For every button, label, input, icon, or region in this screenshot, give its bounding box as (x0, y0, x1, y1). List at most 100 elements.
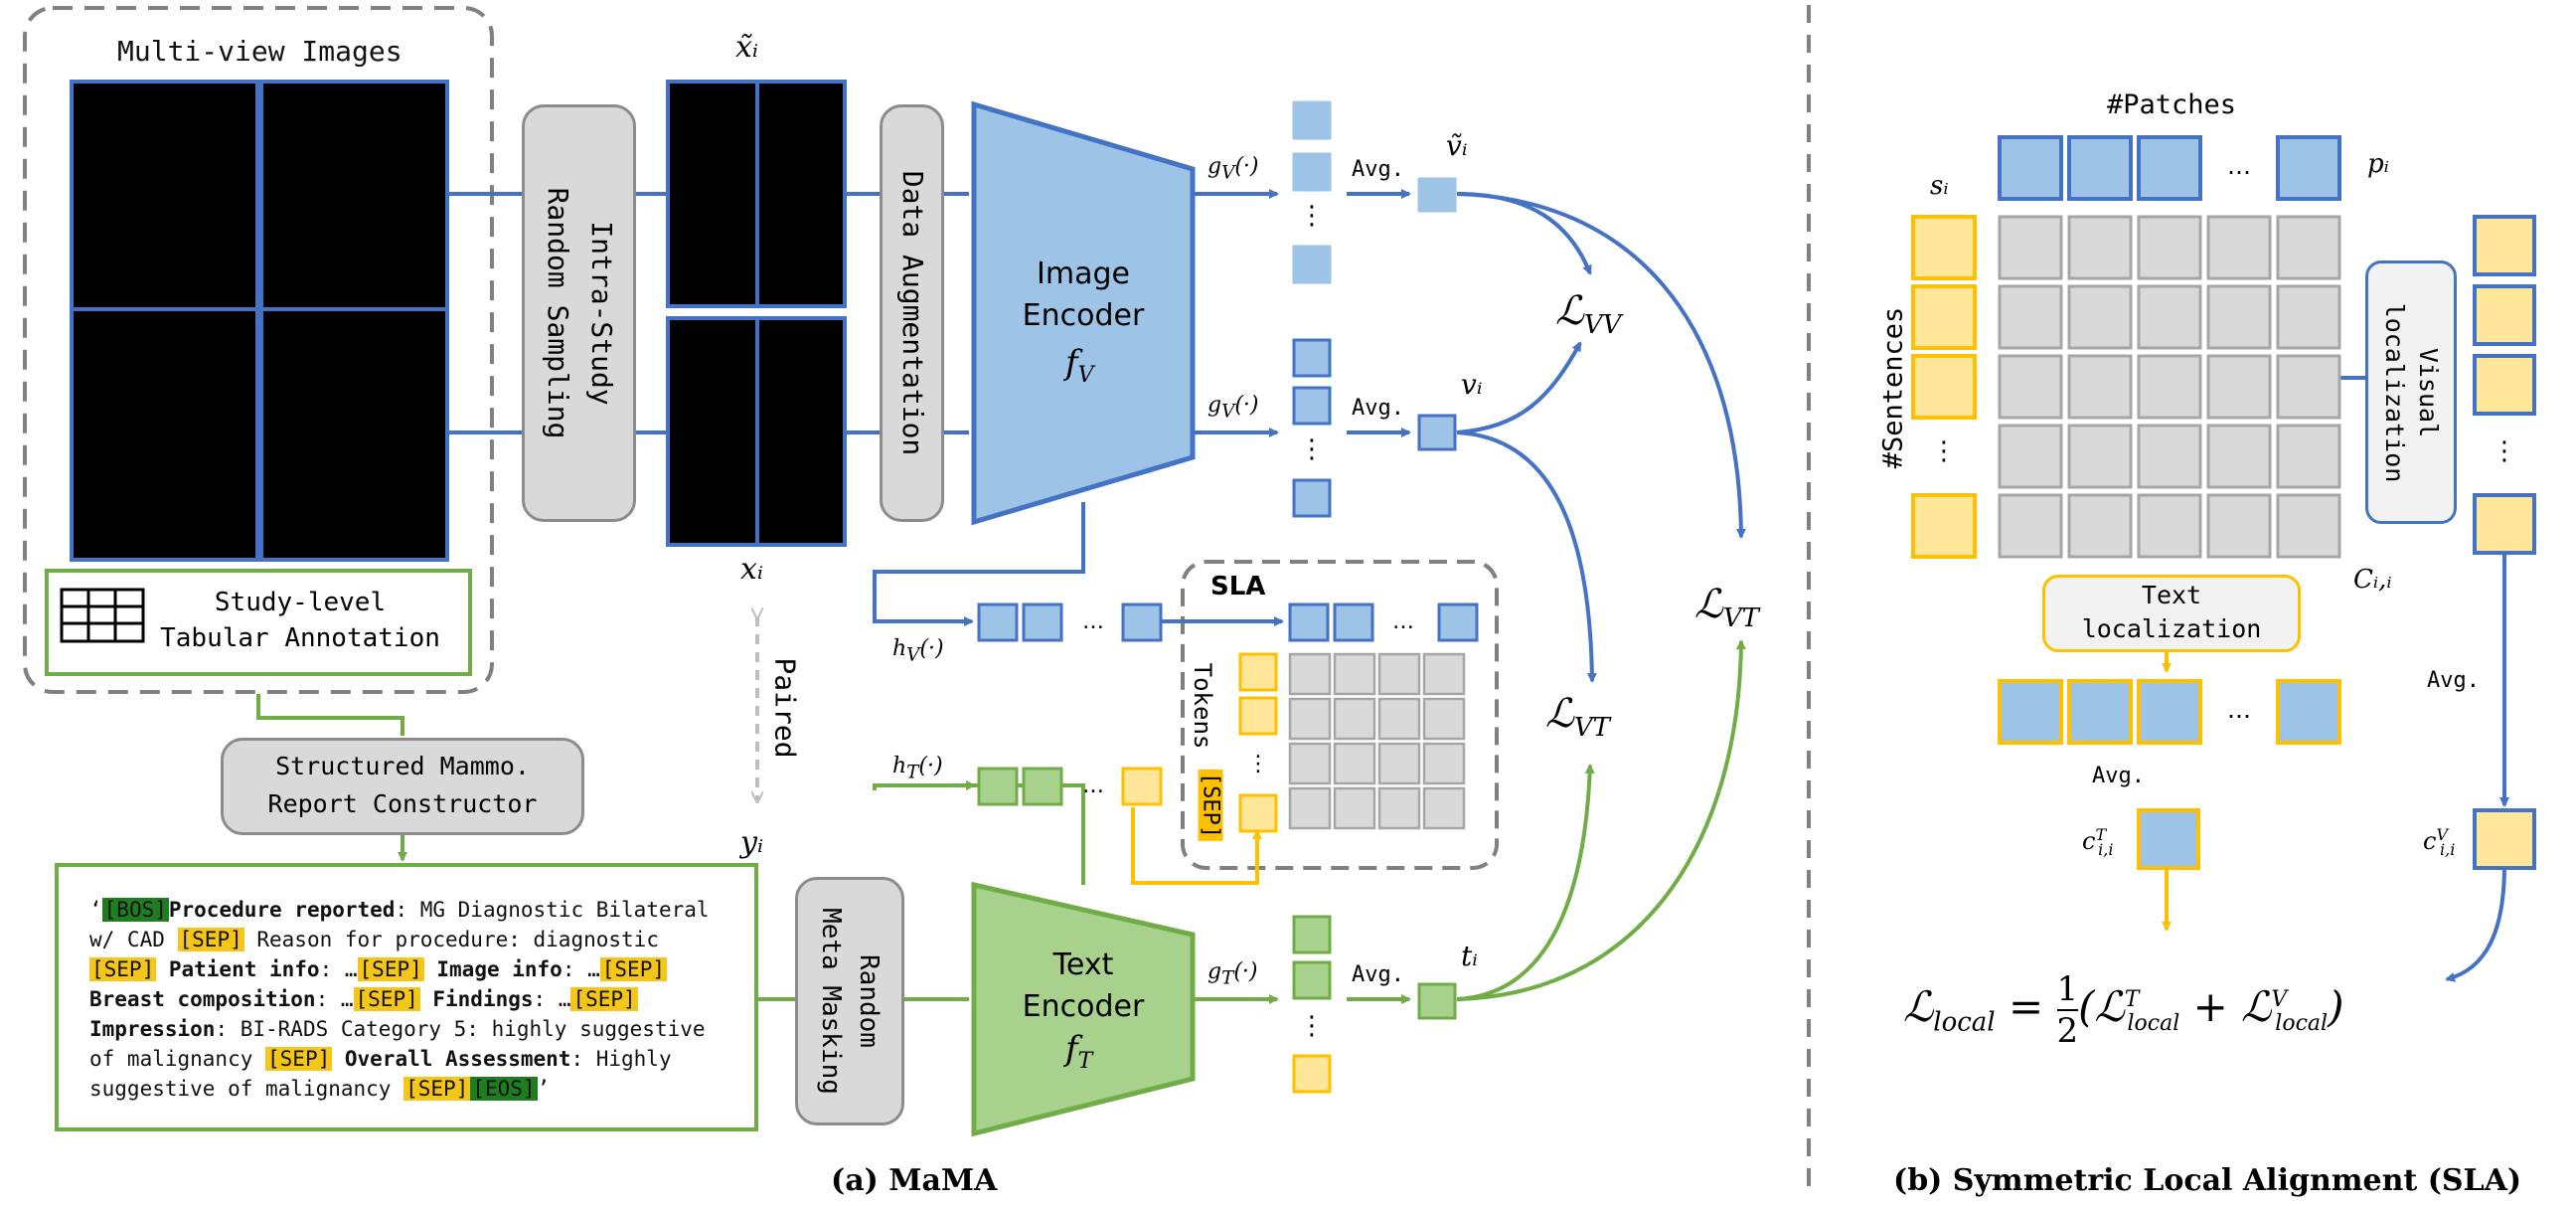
sla-patch-token (1288, 603, 1330, 642)
loss-vv: ℒVV (1555, 288, 1622, 340)
meta-masking-block: Random Meta Masking (795, 877, 904, 1125)
mammogram-lcc (74, 84, 259, 307)
sla-label: SLA (1210, 572, 1266, 602)
report-segment: : Highly (570, 1047, 672, 1071)
grid-divider-h (74, 307, 445, 311)
intra-study-sampling-label: Intra-Study Random Sampling (541, 187, 618, 439)
report-segment: [SEP] (265, 1047, 333, 1071)
sla-grid-cell (1422, 697, 1466, 741)
report-segment: [SEP] (353, 987, 420, 1011)
localized-token (2473, 493, 2536, 555)
report-segment: [SEP] (403, 1077, 471, 1101)
data-augmentation-block: Data Augmentation (880, 104, 944, 522)
sla-similarity-grid (1288, 652, 1466, 830)
avg-label-2: Avg. (1352, 396, 1404, 421)
report-segment: : MG Diagnostic Bilateral (395, 898, 710, 922)
grid-cell (2137, 284, 2202, 350)
report-segment: : … (533, 987, 571, 1011)
ellipsis: … (2227, 696, 2251, 724)
image-encoder-shape (971, 100, 1196, 526)
hv-label: hV(·) (892, 636, 944, 666)
grid-divider-v (255, 84, 263, 558)
structured-report-box (55, 863, 758, 1131)
sla-grid-cell (1377, 697, 1421, 741)
ellipsis: … (2227, 152, 2251, 180)
tokens-label: Tokens (1189, 662, 1216, 750)
grid-cell (2276, 424, 2341, 489)
sampled-image-2-left (670, 320, 755, 543)
local-loss-formula: ℒlocal = 1 2 (ℒTlocal + ℒVlocal) (1903, 969, 2344, 1051)
image-encoder-label: Image Encoder (1022, 257, 1145, 333)
report-segment: Procedure reported (168, 898, 396, 922)
t-label: tᵢ (1461, 940, 1478, 972)
report-segment: Impression (89, 1017, 216, 1041)
grid-cell (2067, 424, 2133, 489)
text-localization-block (2042, 575, 2301, 652)
t-token (1417, 982, 1457, 1020)
report-segment: Findings (419, 987, 534, 1011)
vdots: ⋮ (2492, 436, 2517, 466)
sentence-token (1911, 284, 1977, 350)
text-encoder-symbol: fT (1065, 1029, 1093, 1074)
report-segment: Patient info (156, 957, 320, 981)
sla-text-token (1238, 652, 1278, 692)
report-line: ‘[BOS]Procedure reported: MG Diagnostic … (89, 895, 710, 925)
ht-label: hT(·) (892, 754, 943, 783)
p-label: pᵢ (2367, 149, 2389, 179)
vdots: ⋮ (1931, 436, 1957, 466)
avg-right-label: Avg. (2427, 668, 2480, 693)
patch-token (2137, 135, 2202, 201)
v-tilde-label: ṽᵢ (1446, 129, 1468, 162)
visual-localization-label: Visual localization (2380, 302, 2443, 482)
patches-label: #Patches (2107, 89, 2237, 120)
report-line: [SEP] Patient info: …[SEP] Image info: …… (89, 954, 710, 984)
local-token-squares: … ⋮ ⋮ … (1911, 135, 2536, 870)
sampled-image-2-right (759, 320, 843, 543)
sla-grid-cell (1377, 786, 1421, 830)
proj-token (1292, 100, 1332, 140)
sampled-image-2 (666, 316, 847, 547)
sampled-image-1-right (759, 84, 843, 304)
sampled-image-2-divider (755, 320, 759, 543)
sla-grid-cell (1422, 652, 1466, 696)
token-squares: ⋮ ⋮ … … … ⋮ ⋮ (977, 100, 1479, 1094)
vdots: ⋮ (1247, 752, 1269, 776)
meta-masking-label: Random Meta Masking (816, 908, 884, 1095)
sla-grid-cell (1422, 786, 1466, 830)
ct-token (2137, 808, 2200, 870)
image-encoder-symbol: fV (1065, 343, 1094, 388)
report-segment: suggestive of malignancy (89, 1077, 404, 1101)
x-tilde-label: x̃ᵢ (735, 30, 758, 65)
sla-grid-cell (1333, 697, 1376, 741)
proj-token (1292, 960, 1332, 1000)
patch-token (2276, 135, 2341, 201)
grid-cell (1998, 424, 2063, 489)
ellipsis: … (1082, 609, 1104, 634)
sentence-token (1911, 215, 1977, 280)
hv-token (1022, 603, 1063, 642)
sentence-token (1911, 493, 1977, 559)
avg-left-label: Avg. (2092, 764, 2145, 788)
ellipsis: … (1392, 609, 1414, 634)
report-segment: [SEP] (570, 987, 638, 1011)
cv-token (2473, 808, 2536, 870)
c-label: Cᵢ,ᵢ (2353, 565, 2392, 595)
grid-cell (2276, 354, 2341, 420)
report-constructor-block (221, 738, 584, 835)
mammogram-lmlo (74, 311, 259, 558)
sla-grid-cell (1377, 652, 1421, 696)
sentence-token (1911, 354, 1977, 420)
grid-cell (1998, 215, 2063, 280)
report-segment: Breast composition (89, 987, 316, 1011)
vdots: ⋮ (1299, 434, 1325, 464)
v-label: vᵢ (1461, 368, 1483, 401)
report-segment: : BI-RADS Category 5: highly suggestive (215, 1017, 706, 1041)
x-label: xᵢ (740, 552, 763, 587)
vdots: ⋮ (1299, 1011, 1325, 1041)
sla-grid-cell (1377, 742, 1421, 785)
avg-label-1: Avg. (1352, 157, 1404, 182)
cv-label: cVi,i (2423, 825, 2456, 859)
loss-vt-local: ℒVT (1545, 691, 1610, 743)
report-segment: [SEP] (177, 928, 244, 951)
tabular-annotation-label: Study-level Tabular Annotation (160, 588, 440, 653)
